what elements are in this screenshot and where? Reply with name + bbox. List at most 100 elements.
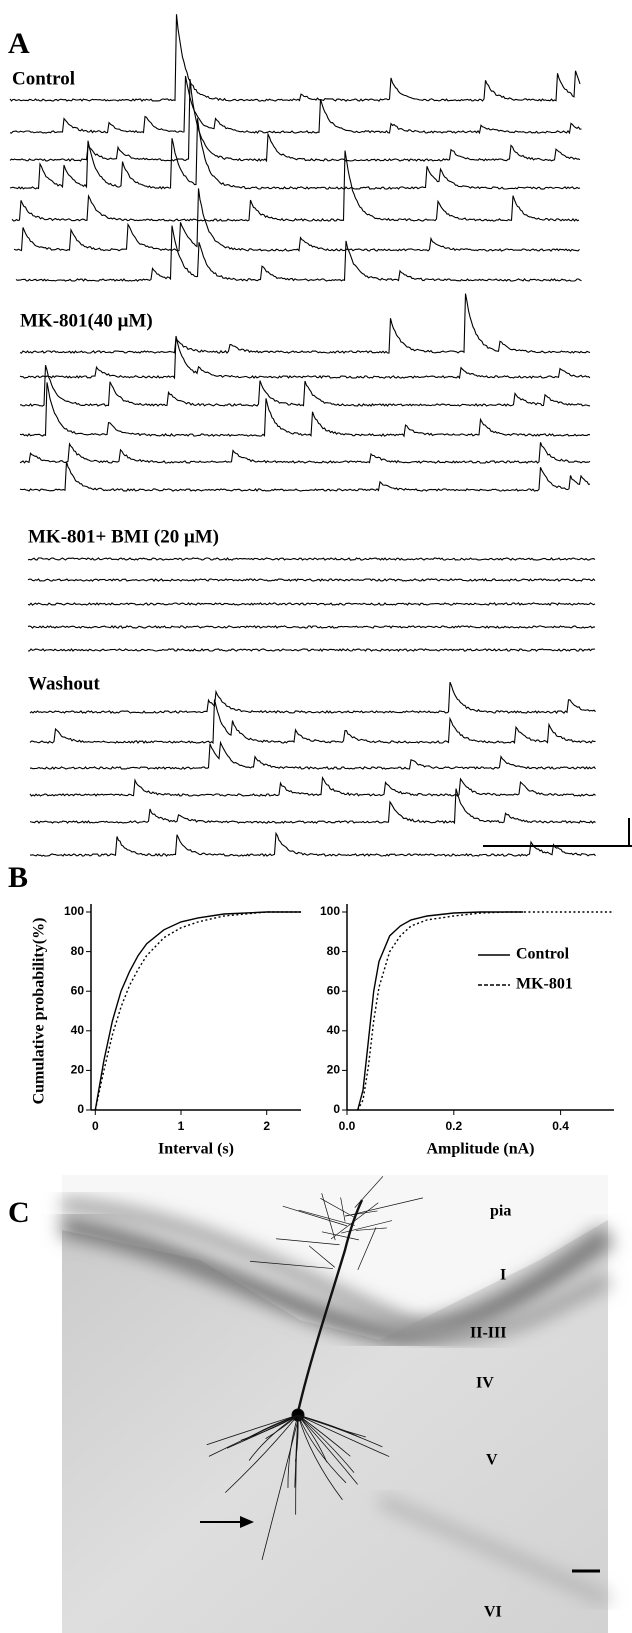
cdf-line xyxy=(357,911,614,1111)
current-trace xyxy=(9,75,582,135)
basal-dendrite xyxy=(295,1414,299,1515)
basal-dendrite xyxy=(297,1414,358,1485)
arrow xyxy=(200,1516,254,1528)
cdf-line xyxy=(94,911,301,1111)
basal-dendrite xyxy=(225,1414,299,1493)
layer-label: IV xyxy=(476,1375,494,1392)
x-tick-label: 0.2 xyxy=(445,1119,462,1133)
layer-label: VI xyxy=(484,1604,502,1621)
tuft-branch xyxy=(340,1197,346,1222)
panel-label: C xyxy=(8,1196,30,1229)
current-trace xyxy=(19,335,591,380)
tuft-branch xyxy=(355,1227,387,1231)
legend-label: MK-801 xyxy=(516,976,573,993)
legend-label: Control xyxy=(516,946,570,963)
current-trace xyxy=(30,831,596,857)
panel-label: B xyxy=(8,861,28,894)
y-tick-label: 100 xyxy=(320,904,340,918)
basal-dendrite xyxy=(297,1414,347,1484)
tuft-branch xyxy=(330,1202,379,1240)
tuft-branch xyxy=(321,1193,336,1241)
basal-dendrite xyxy=(297,1414,328,1463)
layer-label: pia xyxy=(490,1203,511,1220)
x-tick-label: 0 xyxy=(92,1119,99,1133)
y-tick-label: 80 xyxy=(71,944,85,958)
current-trace xyxy=(27,557,596,561)
basal-dendrite xyxy=(297,1414,383,1448)
basal-dendrite xyxy=(297,1414,390,1457)
layer-label: V xyxy=(486,1452,498,1469)
current-trace xyxy=(27,578,596,582)
tuft-branch xyxy=(345,1197,424,1217)
x-tick-label: 0.4 xyxy=(552,1119,569,1133)
apical-dendrite xyxy=(296,1199,364,1413)
tuft-branch xyxy=(308,1245,336,1268)
current-trace xyxy=(19,461,591,492)
condition-label: Washout xyxy=(28,673,100,694)
current-trace xyxy=(9,14,581,102)
current-trace xyxy=(19,365,591,407)
basal-dendrite xyxy=(297,1414,343,1501)
current-trace xyxy=(19,382,591,438)
current-trace xyxy=(27,648,596,653)
tuft-branch xyxy=(357,1227,377,1271)
y-tick-label: 20 xyxy=(327,1063,341,1077)
current-trace xyxy=(15,225,582,282)
x-axis-label: Amplitude (nA) xyxy=(426,1141,534,1158)
y-tick-label: 60 xyxy=(71,983,85,997)
basal-dendrite xyxy=(208,1414,299,1457)
x-axis-label: Interval (s) xyxy=(158,1141,234,1158)
basal-dendrite xyxy=(265,1414,299,1439)
cdf-line xyxy=(357,911,524,1111)
current-trace xyxy=(11,150,580,222)
cdf-line xyxy=(94,911,301,1111)
y-axis-label: Cumulative probability(%) xyxy=(31,918,48,1105)
y-tick-label: 80 xyxy=(327,944,341,958)
axon xyxy=(261,1419,299,1561)
current-trace xyxy=(27,625,596,629)
panel-label: A xyxy=(8,27,30,60)
tuft-branch xyxy=(320,1197,357,1219)
tuft-branch xyxy=(298,1209,355,1226)
tuft-branch xyxy=(354,1176,384,1208)
layer-label: I xyxy=(500,1267,506,1284)
current-trace xyxy=(19,293,591,354)
x-tick-label: 0.0 xyxy=(339,1119,356,1133)
condition-label: Control xyxy=(12,68,75,89)
basal-dendrite xyxy=(297,1414,355,1473)
tuft-branch xyxy=(282,1205,348,1227)
x-tick-label: 1 xyxy=(178,1119,185,1133)
y-tick-label: 0 xyxy=(77,1102,84,1116)
y-tick-label: 60 xyxy=(327,983,341,997)
y-tick-label: 20 xyxy=(71,1063,85,1077)
basal-dendrite xyxy=(297,1414,351,1457)
basal-dendrite xyxy=(226,1414,299,1449)
layer-label: II-III xyxy=(470,1325,506,1342)
current-trace xyxy=(29,699,596,745)
y-tick-label: 40 xyxy=(71,1023,85,1037)
basal-dendrite xyxy=(248,1414,299,1461)
current-trace xyxy=(29,740,596,770)
basal-dendrite xyxy=(287,1414,299,1488)
y-tick-label: 100 xyxy=(64,904,84,918)
current-trace xyxy=(9,118,581,190)
current-trace xyxy=(9,78,581,163)
tuft-branch xyxy=(276,1238,340,1246)
current-trace xyxy=(29,788,596,825)
tuft-branch xyxy=(249,1260,333,1269)
condition-label: MK-801+ BMI (20 μM) xyxy=(28,526,219,547)
micrograph xyxy=(60,1175,615,1633)
x-tick-label: 2 xyxy=(263,1119,270,1133)
current-trace xyxy=(29,681,596,715)
y-tick-label: 0 xyxy=(333,1102,340,1116)
neuron xyxy=(206,1176,424,1561)
basal-dendrite xyxy=(206,1414,299,1446)
tuft-branch xyxy=(341,1220,393,1234)
current-trace xyxy=(19,442,591,464)
condition-label: MK-801(40 μM) xyxy=(20,310,153,331)
tuft-branch xyxy=(321,1231,359,1241)
current-trace xyxy=(13,188,580,252)
current-trace xyxy=(27,602,596,606)
current-trace xyxy=(29,776,596,797)
y-tick-label: 40 xyxy=(327,1023,341,1037)
